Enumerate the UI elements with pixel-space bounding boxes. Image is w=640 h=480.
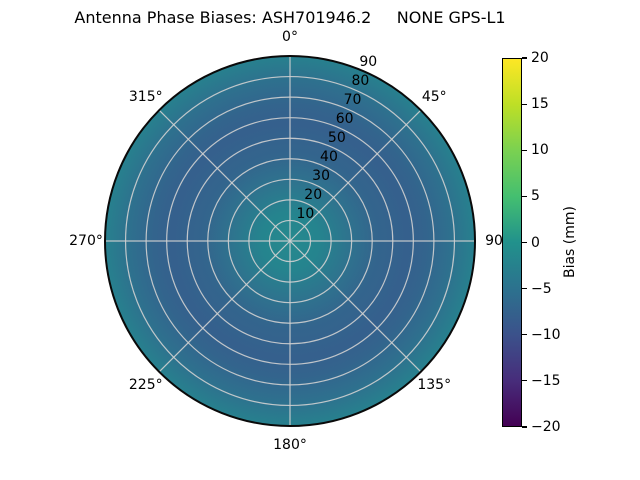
- colorbar-tick-label-0: 0: [531, 234, 540, 251]
- radial-tick-label-10: 10: [296, 206, 315, 222]
- colorbar-tick-label-20: 20: [531, 50, 549, 66]
- colorbar-tick-label-5: 5: [531, 188, 540, 205]
- colorbar-tick-mark-0: [522, 241, 527, 244]
- colorbar-tick-label--5: −5: [531, 280, 552, 297]
- theta-tick-label-0: 0°: [282, 29, 298, 45]
- colorbar-gradient: [502, 58, 522, 427]
- radial-tick-label-20: 20: [304, 187, 323, 204]
- theta-tick-label-225: 225°: [128, 377, 163, 394]
- colorbar-tick-mark--20: [522, 426, 527, 428]
- theta-tick-label-45: 45°: [421, 88, 447, 105]
- radial-tick-label-60: 60: [335, 111, 354, 128]
- colorbar-tick-mark-5: [522, 195, 527, 197]
- colorbar-tick-mark--15: [522, 380, 527, 382]
- colorbar-axis-label: Bias (mm): [562, 205, 578, 279]
- theta-tick-label-315: 315°: [128, 88, 163, 105]
- radial-tick-label-90: 90: [359, 54, 378, 71]
- radial-tick-label-30: 30: [312, 168, 331, 185]
- radial-tick-label-50: 50: [327, 130, 346, 147]
- polar-heatmap-disk: [105, 56, 475, 426]
- theta-tick-label-180: 180°: [273, 437, 307, 453]
- plot-title: Antenna Phase Biases: ASH701946.2 NONE G…: [74, 8, 506, 27]
- colorbar-tick-label-10: 10: [531, 142, 549, 159]
- radial-tick-label-80: 80: [351, 73, 370, 90]
- colorbar-tick-mark-20: [522, 57, 527, 59]
- colorbar-tick-label--15: −15: [531, 372, 561, 389]
- theta-tick-label-90: 90: [485, 233, 503, 249]
- radial-tick-label-70: 70: [343, 92, 362, 109]
- colorbar-tick-mark--10: [522, 334, 527, 336]
- radial-tick-label-40: 40: [320, 149, 338, 166]
- theta-tick-label-270: 270°: [69, 233, 103, 249]
- colorbar-tick-mark-15: [522, 103, 527, 105]
- colorbar-tick-label--20: −20: [531, 419, 561, 435]
- theta-tick-label-135: 135°: [417, 377, 452, 394]
- colorbar-tick-mark--5: [522, 288, 527, 290]
- colorbar-tick-mark-10: [522, 149, 527, 151]
- colorbar-tick-label-15: 15: [531, 96, 549, 113]
- colorbar-tick-label--10: −10: [531, 326, 561, 343]
